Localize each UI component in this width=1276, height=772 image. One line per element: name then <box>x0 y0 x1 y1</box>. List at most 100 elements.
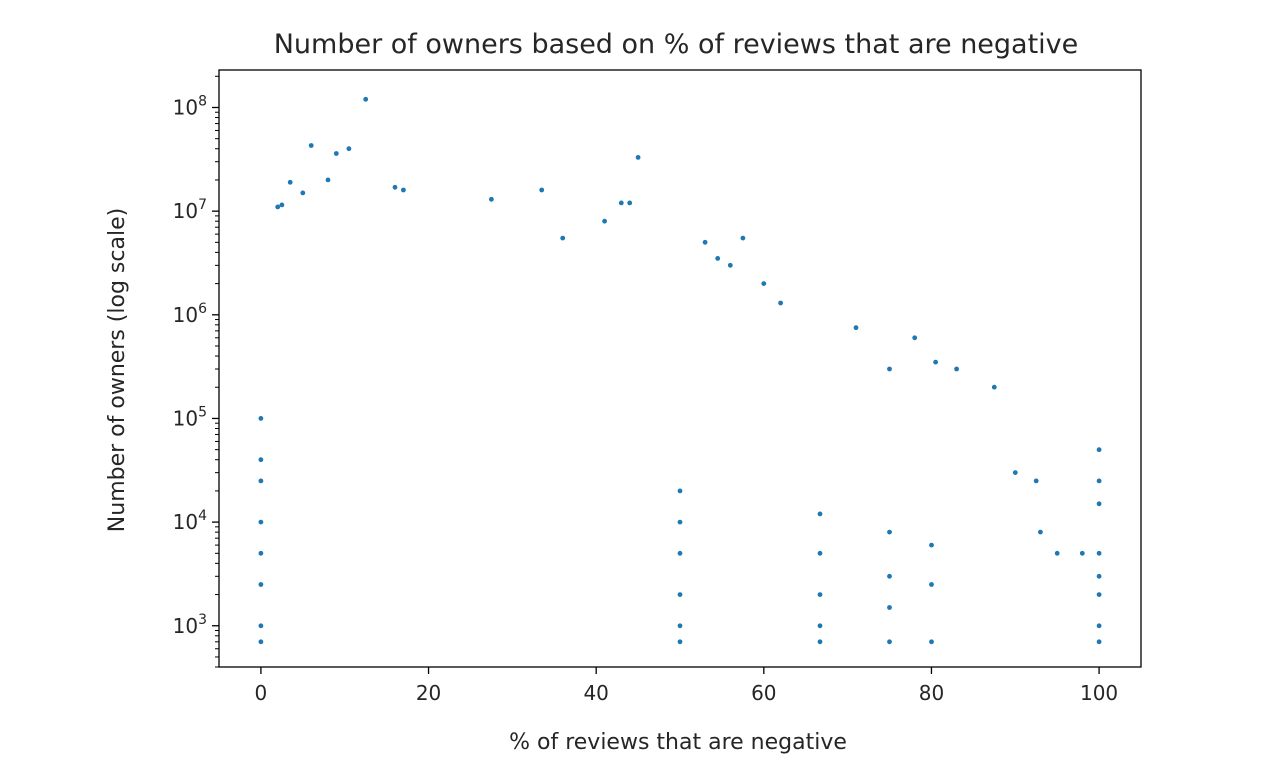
y-tick-label: 103 <box>173 612 207 638</box>
data-point <box>560 235 566 241</box>
data-point <box>300 190 306 196</box>
data-point <box>991 384 997 390</box>
points-layer <box>258 96 1102 645</box>
data-point <box>363 96 369 102</box>
data-point <box>817 639 823 645</box>
data-point <box>677 592 683 597</box>
data-point <box>1096 573 1102 579</box>
data-point <box>627 200 633 206</box>
y-tick-base: 10 <box>173 510 198 534</box>
data-point <box>258 457 264 463</box>
data-point <box>912 335 918 341</box>
y-tick-label: 107 <box>173 197 207 223</box>
data-point <box>817 511 823 517</box>
data-point <box>817 550 823 556</box>
x-tick-label: 60 <box>751 681 776 705</box>
data-point <box>539 187 545 193</box>
data-point <box>258 550 264 556</box>
x-tick-label: 100 <box>1080 681 1118 705</box>
y-tick-base: 10 <box>173 406 198 430</box>
data-point <box>258 478 264 484</box>
x-axis-label: % of reviews that are negative <box>509 730 847 755</box>
data-point <box>1033 478 1039 484</box>
data-point <box>401 187 406 193</box>
y-tick-base: 10 <box>173 614 198 638</box>
data-point <box>1096 447 1102 453</box>
y-tick-label: 104 <box>173 508 207 534</box>
data-point <box>778 300 783 306</box>
data-point <box>677 639 683 645</box>
data-point <box>929 542 934 548</box>
data-point <box>258 519 264 525</box>
data-point <box>333 151 339 156</box>
data-point <box>346 146 352 152</box>
data-point <box>258 623 264 629</box>
data-point <box>677 519 683 525</box>
data-point <box>1096 550 1102 556</box>
data-point <box>887 639 892 645</box>
y-tick-exponent: 3 <box>198 612 207 628</box>
data-point <box>887 366 892 372</box>
data-point <box>1096 639 1102 645</box>
y-axis-label: Number of owners (log scale) <box>105 208 130 532</box>
data-point <box>1096 592 1102 597</box>
data-point <box>740 235 746 241</box>
data-point <box>287 179 293 185</box>
data-point <box>929 582 934 587</box>
data-point <box>887 529 892 535</box>
data-point <box>933 359 938 365</box>
y-tick-exponent: 8 <box>198 93 207 109</box>
data-point <box>727 262 733 268</box>
data-point <box>392 184 398 190</box>
data-point <box>258 416 264 421</box>
y-tick-exponent: 5 <box>198 404 207 420</box>
x-tick-label: 80 <box>919 681 944 705</box>
data-point <box>954 366 959 372</box>
data-point <box>887 573 892 579</box>
data-point <box>817 592 823 597</box>
data-point <box>308 143 314 148</box>
y-tick-base: 10 <box>173 95 198 119</box>
data-point <box>1038 529 1043 535</box>
data-point <box>325 177 331 183</box>
x-tick-label: 40 <box>583 681 608 705</box>
y-tick-label: 108 <box>173 93 207 119</box>
y-tick-label: 106 <box>173 301 207 327</box>
data-point <box>1096 501 1102 507</box>
data-point <box>853 325 859 331</box>
data-point <box>677 623 683 629</box>
data-point <box>279 202 285 208</box>
data-point <box>817 623 823 629</box>
data-point <box>602 218 607 224</box>
data-point <box>1096 623 1102 629</box>
data-point <box>702 239 708 245</box>
data-point <box>618 200 624 206</box>
data-point <box>258 639 264 645</box>
data-point <box>1054 550 1060 556</box>
data-point <box>1012 470 1018 475</box>
data-point <box>715 256 721 261</box>
data-point <box>258 582 264 587</box>
data-point <box>489 196 494 202</box>
data-point <box>761 281 767 286</box>
x-tick-label: 0 <box>255 681 268 705</box>
data-point <box>677 550 683 556</box>
x-axis: 0 20 40 60 80 100 <box>255 667 1118 705</box>
data-point <box>929 639 934 645</box>
data-point <box>635 155 641 160</box>
data-point <box>1096 478 1102 484</box>
y-tick-label: 105 <box>173 404 207 430</box>
y-tick-base: 10 <box>173 303 198 327</box>
y-tick-exponent: 6 <box>198 301 207 317</box>
plot-frame <box>218 69 1142 668</box>
data-point <box>1079 550 1085 556</box>
x-tick-label: 20 <box>416 681 441 705</box>
chart-title: Number of owners based on % of reviews t… <box>274 29 1079 60</box>
data-point <box>677 488 683 494</box>
y-tick-base: 10 <box>173 199 198 223</box>
data-point <box>275 204 281 210</box>
y-tick-exponent: 7 <box>198 197 207 213</box>
y-tick-exponent: 4 <box>198 508 207 524</box>
